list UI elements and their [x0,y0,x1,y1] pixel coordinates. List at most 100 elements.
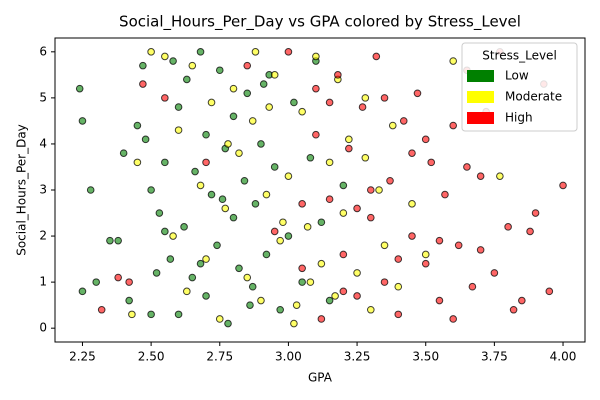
point [183,75,191,84]
point [421,250,430,259]
point [161,94,169,102]
legend-title: Stress_Level [482,49,557,63]
point [262,190,271,199]
point [202,292,210,300]
point [174,103,183,111]
point [463,163,471,171]
legend-label: Moderate [505,90,562,104]
y-tick-label: 4 [39,136,47,150]
x-tick-label: 3.75 [481,350,508,364]
point [325,158,334,167]
point [114,236,122,245]
point [325,98,334,107]
point [106,236,114,245]
x-tick-label: 2.75 [206,350,233,364]
x-tick-label: 2.50 [138,350,165,364]
point [147,310,155,319]
point [174,126,183,134]
y-axis-label: Social_Hours_Per_Day [15,124,29,256]
point [361,94,370,102]
y-tick-label: 2 [39,229,47,243]
point [339,287,348,296]
point [427,158,436,167]
point [408,149,416,157]
point [270,71,279,79]
point [92,278,100,286]
point [174,310,183,319]
point [243,89,252,98]
y-tick-label: 0 [39,321,47,335]
y-tick-label: 3 [39,183,47,197]
point [276,305,284,314]
point [119,149,128,157]
point [224,319,232,328]
point [372,52,381,61]
point [454,241,463,250]
point [251,200,260,208]
point [218,195,227,204]
point [262,250,271,259]
point [298,200,306,208]
point [435,296,444,305]
point [169,232,177,240]
point [97,305,106,314]
point [133,158,142,167]
plot-frame [54,37,586,343]
y-tick-label: 1 [39,275,47,289]
point [545,287,554,296]
point [496,172,504,180]
point [188,273,197,282]
x-tick-label: 3.25 [344,350,371,364]
x-tick-label: 3.00 [275,350,302,364]
point [207,98,216,107]
point [229,213,238,222]
point [518,296,526,305]
point [75,84,84,93]
point [196,259,205,268]
x-tick-label: 3.50 [412,350,439,364]
point [325,195,334,204]
point [284,48,293,56]
point [139,80,147,88]
point [394,310,403,319]
point [312,84,320,93]
point [476,246,485,254]
point [133,121,142,130]
point [248,117,257,125]
point [243,273,252,282]
point [235,264,243,273]
point [399,117,408,125]
point [441,190,449,199]
point [449,315,457,323]
point [325,296,334,305]
point [353,269,361,277]
point [317,315,326,323]
point [375,186,383,194]
point [394,255,403,263]
point [361,153,370,162]
point [139,61,147,70]
point [196,48,205,56]
point [353,204,361,213]
point [317,259,326,268]
point [265,103,273,111]
point [449,57,457,65]
point [125,296,133,305]
point [380,94,389,102]
point [298,264,306,273]
point [229,84,238,93]
point [202,255,210,263]
point [207,190,216,199]
point [435,236,444,245]
point [202,158,210,167]
point [161,52,169,61]
point [128,310,136,319]
point [221,204,230,213]
point [248,282,257,291]
point [490,269,499,277]
point [504,223,512,231]
point [270,163,279,171]
point [559,181,567,190]
point [331,292,339,300]
point [235,149,243,157]
